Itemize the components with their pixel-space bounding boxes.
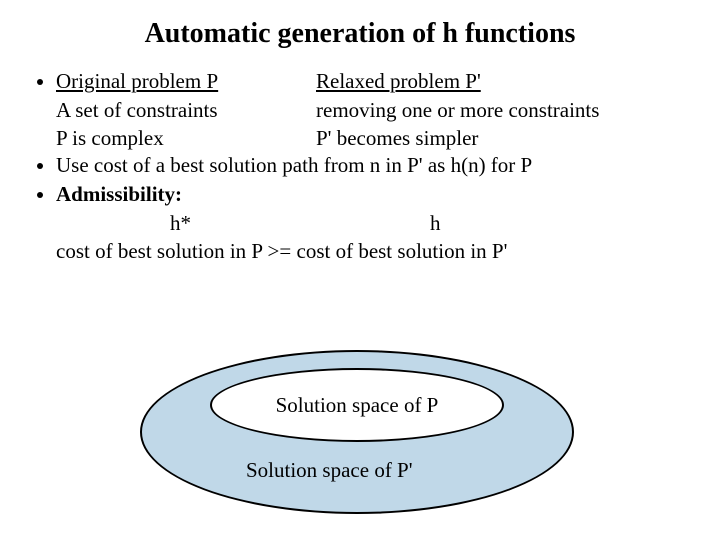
inner-ellipse: Solution space of P xyxy=(210,368,504,442)
orig-problem-heading: Original problem P xyxy=(56,68,316,95)
h-label: h xyxy=(430,210,441,237)
relaxed-problem-heading: Relaxed problem P' xyxy=(316,68,690,95)
bullet-1: Original problem P Relaxed problem P' xyxy=(56,68,690,95)
admissibility-label: Admissibility: xyxy=(56,182,182,206)
inner-ellipse-label: Solution space of P xyxy=(276,393,439,418)
solution-space-diagram: Solution space of P Solution space of P' xyxy=(0,340,720,520)
bullet-3: Admissibility: xyxy=(56,181,690,208)
slide-body: Original problem P Relaxed problem P' A … xyxy=(30,68,690,265)
slide-title: Automatic generation of h functions xyxy=(30,18,690,50)
outer-ellipse-label: Solution space of P' xyxy=(246,458,413,483)
admissibility-inequality: cost of best solution in P >= cost of be… xyxy=(30,238,690,265)
row-constraints-right: removing one or more constraints xyxy=(316,97,690,124)
bullet-2: Use cost of a best solution path from n … xyxy=(56,152,690,179)
h-star: h* xyxy=(170,210,430,237)
row-constraints-left: A set of constraints xyxy=(56,97,316,124)
row-complex-left: P is complex xyxy=(56,125,316,152)
row-complex-right: P' becomes simpler xyxy=(316,125,690,152)
